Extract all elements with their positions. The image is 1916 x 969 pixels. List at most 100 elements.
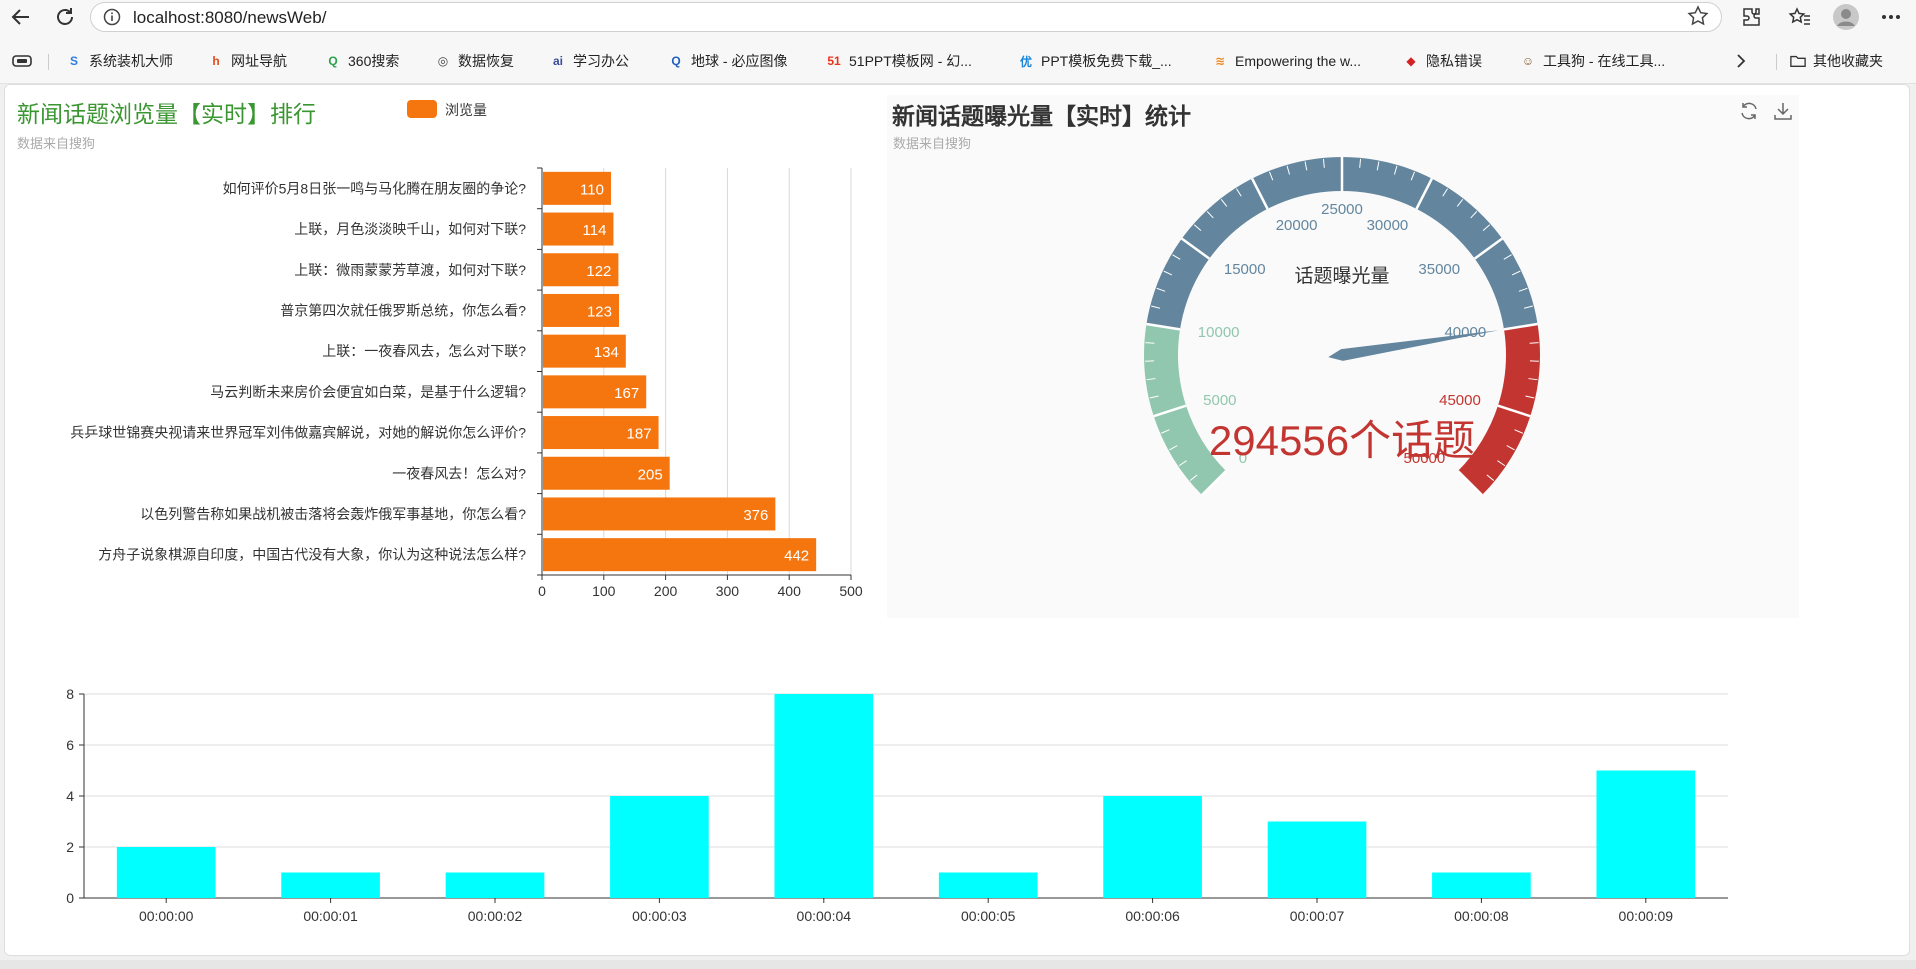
gauge-minor-tick [1145,342,1155,344]
bookmark-item[interactable]: 优 PPT模板免费下载_... [1018,50,1172,72]
save-image-download-icon[interactable] [1772,100,1794,127]
gauge-split-line [1153,404,1187,418]
category-label: 上联，月色淡淡映千山，如何对下联? [294,221,526,237]
tab-actions-icon[interactable] [12,50,32,72]
gauge-name-label: 话题曝光量 [1294,265,1389,287]
column-bar[interactable] [281,872,380,899]
gauge-tick-label: 35000 [1418,261,1460,278]
gauge-split-line [1201,470,1227,496]
bar[interactable] [543,456,670,490]
address-bar[interactable]: localhost:8080/newsWeb/ [90,2,1722,32]
bookmark-label: 隐私错误 [1426,53,1482,69]
gauge-minor-tick [1376,161,1380,171]
bookmark-item[interactable]: S 系统装机大师 [66,50,173,72]
bar[interactable] [543,212,614,246]
bar-value-label: 187 [627,426,652,443]
bookmark-item[interactable]: ☺ 工具狗 - 在线工具... [1520,50,1665,72]
bookmark-item[interactable]: ai 学习办公 [550,50,629,72]
gauge-minor-tick [1518,287,1528,292]
bar[interactable] [543,497,776,531]
gauge-minor-tick [1503,254,1512,260]
column-bar[interactable] [445,872,545,899]
gauge-minor-tick [1359,158,1362,168]
gauge-minor-tick [1220,199,1228,207]
legend-swatch[interactable] [407,100,437,118]
category-label: 以色列警告称如果战机被击落将会轰炸俄军事基地，你怎么看? [140,506,526,522]
info-icon[interactable] [103,8,121,31]
bookmark-icon: ≋ [1214,54,1226,68]
x-tick-label: 00:00:08 [1454,908,1509,924]
gauge-minor-tick [1486,474,1495,481]
column-bar[interactable] [116,847,216,898]
profile-avatar-icon[interactable] [1831,2,1861,32]
bookmarks-overflow-chevron-icon[interactable] [1734,50,1748,72]
bar-value-label: 134 [594,344,619,361]
bookmark-item[interactable]: ◎ 数据恢复 [435,50,514,72]
gauge-minor-tick [1156,287,1166,292]
bar[interactable] [543,375,647,409]
bookmark-icon: Q [328,54,338,68]
bar-chart-subtitle: 数据来自搜狗 [17,136,96,151]
category-label: 上联：一夜春风去，怎么对下联? [322,343,526,359]
exposure-gauge-chart: 0500010000150002000025000300003500040000… [1144,156,1540,496]
bookmarks-bar: S 系统装机大师 h 网址导航 Q 360搜索 ◎ 数据恢复 ai 学习办公 Q 地球 - 必应图像 5… [0,44,1916,78]
x-tick-label: 00:00:06 [1125,908,1180,924]
bookmark-divider [48,54,49,70]
bar[interactable] [543,538,817,572]
bar[interactable] [543,416,659,450]
gauge-split-line [1473,237,1503,260]
bookmark-divider [1776,54,1777,70]
bookmark-icon: 优 [1019,54,1032,69]
x-tick-label: 00:00:01 [303,908,358,924]
bar[interactable] [543,171,611,205]
bookmark-item[interactable]: ◆ 隐私错误 [1403,50,1482,72]
url-text[interactable]: localhost:8080/newsWeb/ [133,8,327,27]
bookmark-item[interactable]: h 网址导航 [208,50,287,72]
column-bar[interactable] [1596,770,1696,899]
gauge-minor-tick [1393,165,1398,175]
bar[interactable] [543,334,626,368]
bookmark-label: Empowering the w... [1235,53,1362,69]
bar-chart-title: 新闻话题浏览量【实时】排行 [17,101,316,127]
bookmark-label: 网址导航 [231,53,287,69]
bar[interactable] [543,253,619,287]
x-tick-label: 00:00:07 [1290,908,1345,924]
x-tick-label: 00:00:03 [632,908,687,924]
back-icon[interactable] [6,2,36,32]
gauge-chart-title: 新闻话题曝光量【实时】统计 [892,103,1191,129]
bar[interactable] [543,293,620,327]
gauge-minor-tick [1322,158,1325,168]
bar-value-label: 122 [586,263,611,280]
x-tick-label: 400 [778,583,802,599]
bookmark-item[interactable]: Q 360搜索 [325,50,399,72]
gauge-minor-tick [1172,254,1181,260]
bookmark-icon: 51 [827,54,841,68]
bookmark-icon: ◎ [437,54,449,68]
bookmark-item[interactable]: ≋ Empowering the w... [1212,50,1361,72]
horizontal-scrollbar[interactable] [0,960,1916,969]
column-bar[interactable] [610,796,709,898]
gauge-minor-tick [1193,224,1202,232]
other-bookmarks-folder[interactable]: 其他收藏夹 [1790,50,1883,72]
gauge-minor-tick [1149,395,1159,399]
legend-label[interactable]: 浏览量 [445,102,487,118]
reload-icon[interactable] [50,2,80,32]
favorite-star-icon[interactable] [1683,1,1713,31]
column-bar[interactable] [774,694,874,898]
bookmark-item[interactable]: Q 地球 - 必应图像 [668,50,787,72]
bookmark-item[interactable]: 51 51PPT模板网 - 幻... [826,50,972,72]
gauge-tick-label: 10000 [1198,324,1240,341]
restore-refresh-icon[interactable] [1738,100,1760,127]
column-bar[interactable] [938,872,1038,899]
y-tick-label: 2 [66,839,74,855]
gauge-minor-tick [1442,188,1448,197]
y-tick-label: 6 [66,737,74,753]
extensions-icon[interactable] [1736,2,1766,32]
favorites-icon[interactable] [1785,2,1815,32]
x-tick-label: 300 [716,583,740,599]
gauge-tick-label: 25000 [1321,201,1363,218]
more-menu-icon[interactable] [1876,2,1906,32]
column-bar[interactable] [1432,872,1531,899]
column-bar[interactable] [1103,796,1202,898]
column-bar[interactable] [1267,821,1367,899]
